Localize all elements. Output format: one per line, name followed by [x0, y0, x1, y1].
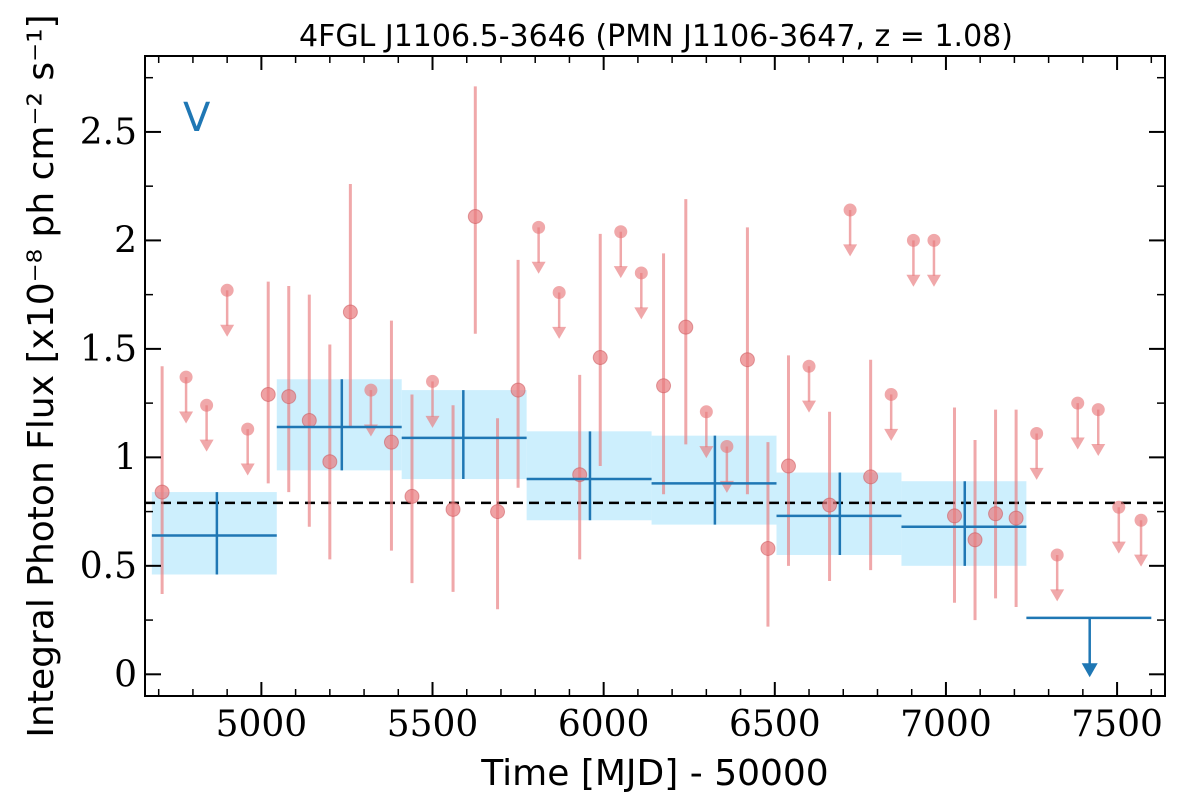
upper-limit-arrow — [843, 244, 858, 257]
y-tick-label: 1 — [114, 437, 137, 478]
upper-limit-marker — [552, 285, 566, 299]
upper-limit-arrow — [613, 266, 628, 279]
x-tick-label: 7000 — [900, 704, 992, 745]
data-point — [988, 506, 1004, 522]
upper-limit-arrow — [425, 415, 440, 428]
upper-limit-marker — [720, 440, 734, 454]
upper-limit-arrow — [1111, 541, 1126, 554]
data-point — [342, 304, 358, 320]
data-point — [760, 540, 776, 556]
data-point — [260, 386, 276, 402]
upper-limit-marker — [927, 233, 941, 247]
coarse-bin-band — [276, 379, 402, 471]
upper-limit-arrow — [1070, 437, 1085, 450]
y-tick-label: 2 — [114, 220, 137, 261]
upper-limit-marker — [802, 359, 816, 373]
data-point — [510, 382, 526, 398]
upper-limit-arrow — [179, 411, 194, 424]
plot-frame — [144, 55, 1166, 697]
data-point — [822, 497, 838, 513]
upper-limit-arrow — [802, 400, 817, 413]
upper-limit-arrow — [634, 307, 649, 320]
upper-limit-marker — [1050, 548, 1064, 562]
upper-limit-marker — [1030, 426, 1044, 440]
data-point — [863, 469, 879, 485]
upper-limit-marker — [200, 398, 214, 412]
upper-limit-arrow — [531, 261, 546, 274]
data-point — [404, 488, 420, 504]
upper-limit-arrow — [552, 326, 567, 339]
data-point — [467, 209, 483, 225]
upper-limit-arrow — [926, 274, 941, 287]
upper-limit-arrow — [1091, 444, 1106, 457]
x-tick-label: 5500 — [387, 704, 479, 745]
x-tick-label: 7500 — [1071, 704, 1163, 745]
data-point — [946, 508, 962, 524]
upper-limit-arrow — [699, 446, 714, 459]
data-point — [967, 532, 983, 548]
upper-limit-marker — [1134, 513, 1148, 527]
upper-limit-marker — [1112, 500, 1126, 514]
upper-limit-arrow — [1029, 467, 1044, 480]
coarse-upper-limit-arrow — [1081, 663, 1098, 678]
upper-limit-arrow — [240, 463, 255, 476]
upper-limit-marker — [364, 383, 378, 397]
x-axis-label: Time [MJD] - 50000 — [480, 753, 828, 794]
upper-limit-marker — [699, 405, 713, 419]
y-tick-label: 1.5 — [80, 329, 137, 370]
data-point — [383, 434, 399, 450]
upper-limit-marker — [220, 283, 234, 297]
data-point — [592, 350, 608, 366]
y-tick-label: 0 — [114, 654, 137, 695]
y-tick-label: 2.5 — [80, 112, 137, 153]
data-point — [154, 484, 170, 500]
upper-limit-marker — [241, 422, 255, 436]
upper-limit-marker — [1091, 403, 1105, 417]
upper-limit-marker — [614, 225, 628, 239]
data-point — [322, 454, 338, 470]
upper-limit-marker — [634, 266, 648, 280]
data-point — [678, 319, 694, 335]
upper-limit-marker — [843, 203, 857, 217]
upper-limit-marker — [884, 387, 898, 401]
y-tick-label: 0.5 — [80, 546, 137, 587]
axis-ticks: 5000 5500 6000 6500 7000 7500 0 0.5 1 1.5 2 2.5 — [80, 56, 1165, 745]
upper-limit-marker — [1071, 396, 1085, 410]
x-tick-label: 6500 — [729, 704, 821, 745]
upper-limit-marker — [906, 233, 920, 247]
data-point — [301, 412, 317, 428]
plot-area — [145, 86, 1165, 678]
upper-limit-arrow — [906, 274, 921, 287]
upper-limit-arrow — [199, 439, 214, 452]
upper-limit-marker — [532, 220, 546, 234]
coarse-bin-band — [151, 492, 277, 575]
x-tick-label: 6000 — [558, 704, 650, 745]
upper-limit-marker — [426, 374, 440, 388]
upper-limit-arrow — [220, 324, 235, 337]
y-axis-label: Integral Photon Flux [x10⁻⁸ ph cm⁻² s⁻¹] — [21, 14, 62, 737]
chart-title: 4FGL J1106.5-3646 (PMN J1106-3647, z = 1… — [299, 19, 1013, 54]
data-point — [490, 504, 506, 520]
data-point — [445, 501, 461, 517]
upper-limit-arrow — [1050, 589, 1065, 602]
data-point — [656, 378, 672, 394]
data-point — [1008, 510, 1024, 526]
data-point — [780, 458, 796, 474]
data-point — [281, 389, 297, 405]
band-label: V — [183, 95, 211, 141]
x-tick-label: 5000 — [216, 704, 308, 745]
upper-limit-arrow — [884, 428, 899, 441]
upper-limit-arrow — [1134, 554, 1149, 567]
data-point — [739, 352, 755, 368]
upper-limit-marker — [179, 370, 193, 384]
